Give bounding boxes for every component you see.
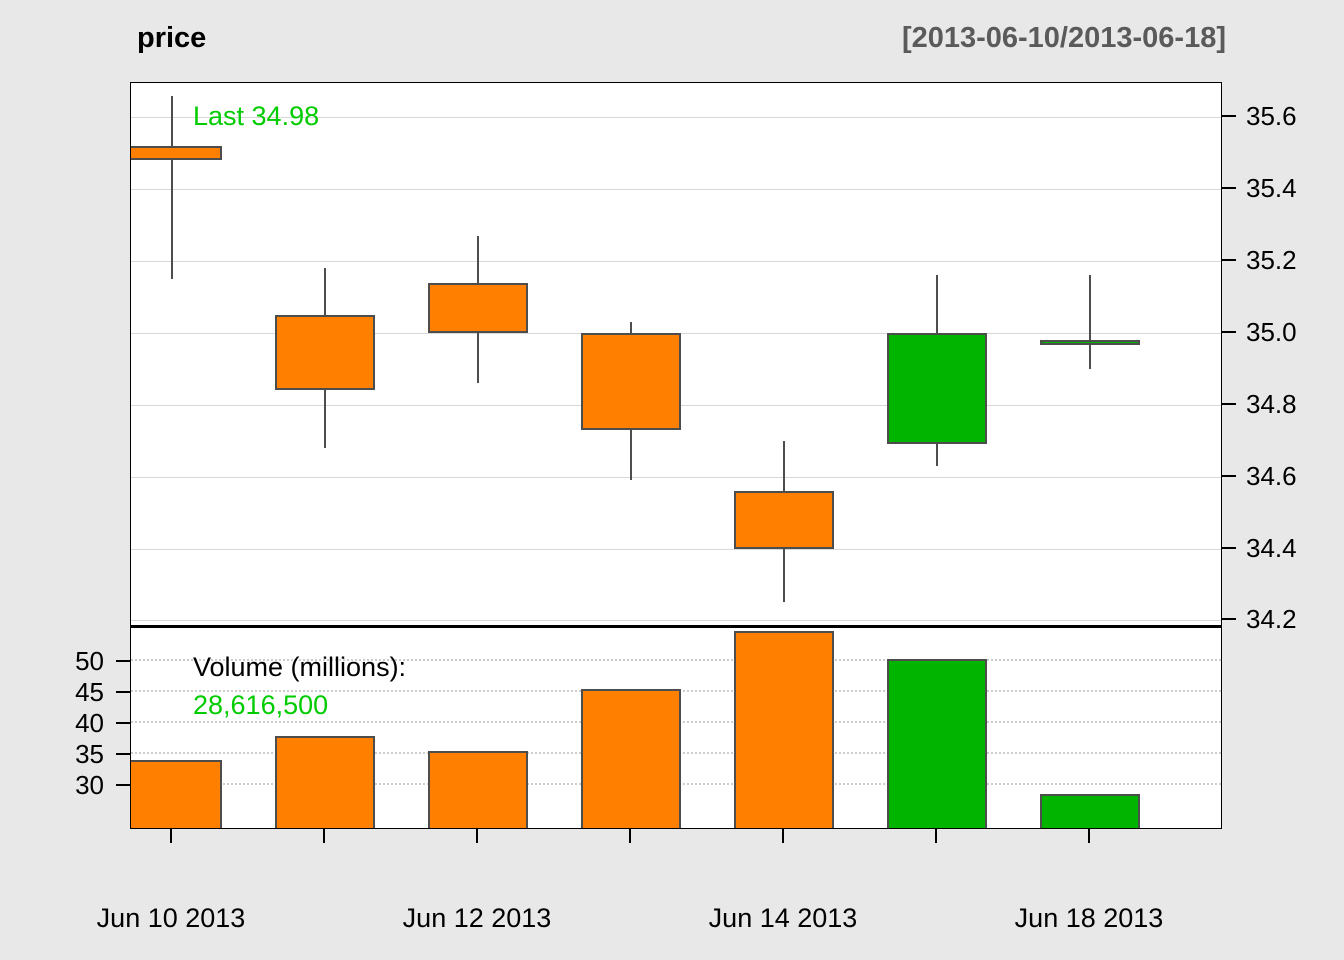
volume-bar [428, 751, 528, 828]
price-axis-tick [1222, 187, 1236, 189]
price-gridline [131, 260, 1221, 262]
x-axis-tick [935, 829, 937, 843]
chart-date-range: [2013-06-10/2013-06-18] [901, 22, 1226, 54]
price-gridline [131, 189, 1221, 190]
volume-bar [131, 760, 222, 828]
volume-bar [581, 689, 681, 828]
price-axis-tick [1222, 618, 1236, 621]
volume-title-label: Volume (millions): [193, 652, 407, 682]
price-y-axis: 35.6 35.4 35.2 35.0 34.8 34.6 34.4 34.2 [1222, 82, 1344, 634]
volume-axis-label: 45 [75, 677, 104, 708]
price-axis-label: 35.0 [1246, 316, 1297, 347]
candle-body [428, 282, 528, 333]
price-gridline [131, 476, 1221, 478]
candle-body [734, 491, 834, 549]
price-axis-label: 35.4 [1246, 173, 1297, 203]
candle-wick [1089, 275, 1091, 369]
x-axis: Jun 10 2013 Jun 12 2013 Jun 14 2013 Jun 18 … [97, 829, 1222, 959]
volume-axis-tick [116, 660, 130, 663]
price-gridline [131, 117, 1221, 119]
price-axis-label: 34.2 [1246, 604, 1297, 635]
volume-bar [734, 631, 834, 828]
volume-bar [1040, 793, 1140, 828]
price-axis-tick [1222, 330, 1236, 333]
x-axis-tick [1088, 829, 1090, 843]
candle-body [275, 314, 375, 391]
x-axis-tick [782, 829, 784, 843]
volume-axis-tick [116, 784, 130, 787]
x-axis-tick [323, 829, 325, 843]
volume-gridline [131, 659, 1221, 662]
price-gridline [131, 548, 1221, 550]
volume-axis-label: 35 [75, 739, 104, 770]
price-axis-tick [1222, 546, 1236, 549]
volume-panel: Volume (millions): 28,616,500 [130, 626, 1222, 829]
volume-last-value: 28,616,500 [193, 690, 329, 720]
price-axis-label: 35.2 [1246, 244, 1297, 275]
candle-body [1040, 340, 1140, 345]
x-axis-date-label: Jun 10 2013 [96, 903, 246, 933]
volume-y-axis: 50 45 40 35 30 [0, 626, 130, 829]
price-axis-label: 35.6 [1246, 101, 1297, 132]
price-panel: Last 34.98 [130, 82, 1222, 626]
volume-axis-tick [116, 753, 130, 756]
candle-body [581, 332, 681, 430]
price-axis-label: 34.4 [1246, 532, 1297, 563]
chart-title: price [137, 22, 207, 54]
x-axis-date-label: Jun 12 2013 [402, 903, 552, 933]
volume-axis-label: 40 [75, 708, 104, 739]
candle-wick [171, 95, 173, 279]
x-axis-tick [170, 829, 172, 843]
price-axis-label: 34.6 [1246, 460, 1297, 491]
price-axis-tick [1222, 258, 1236, 261]
volume-axis-label: 30 [75, 770, 104, 801]
x-axis-tick [629, 829, 631, 843]
volume-bar [275, 736, 375, 828]
volume-axis-tick [116, 722, 130, 725]
price-axis-tick [1222, 402, 1236, 405]
x-axis-tick [476, 829, 478, 843]
x-axis-date-label: Jun 14 2013 [708, 903, 858, 933]
price-axis-label: 34.8 [1246, 388, 1297, 419]
candle-body [131, 145, 222, 161]
x-axis-date-label: Jun 18 2013 [1014, 903, 1164, 933]
last-price-label: Last 34.98 [193, 101, 320, 131]
price-gridline [131, 620, 1221, 622]
volume-axis-tick [116, 691, 130, 694]
candle-body [887, 332, 987, 445]
volume-axis-label: 50 [75, 646, 104, 677]
price-axis-tick [1222, 115, 1236, 118]
price-axis-tick [1222, 474, 1236, 477]
volume-bar [887, 658, 987, 828]
